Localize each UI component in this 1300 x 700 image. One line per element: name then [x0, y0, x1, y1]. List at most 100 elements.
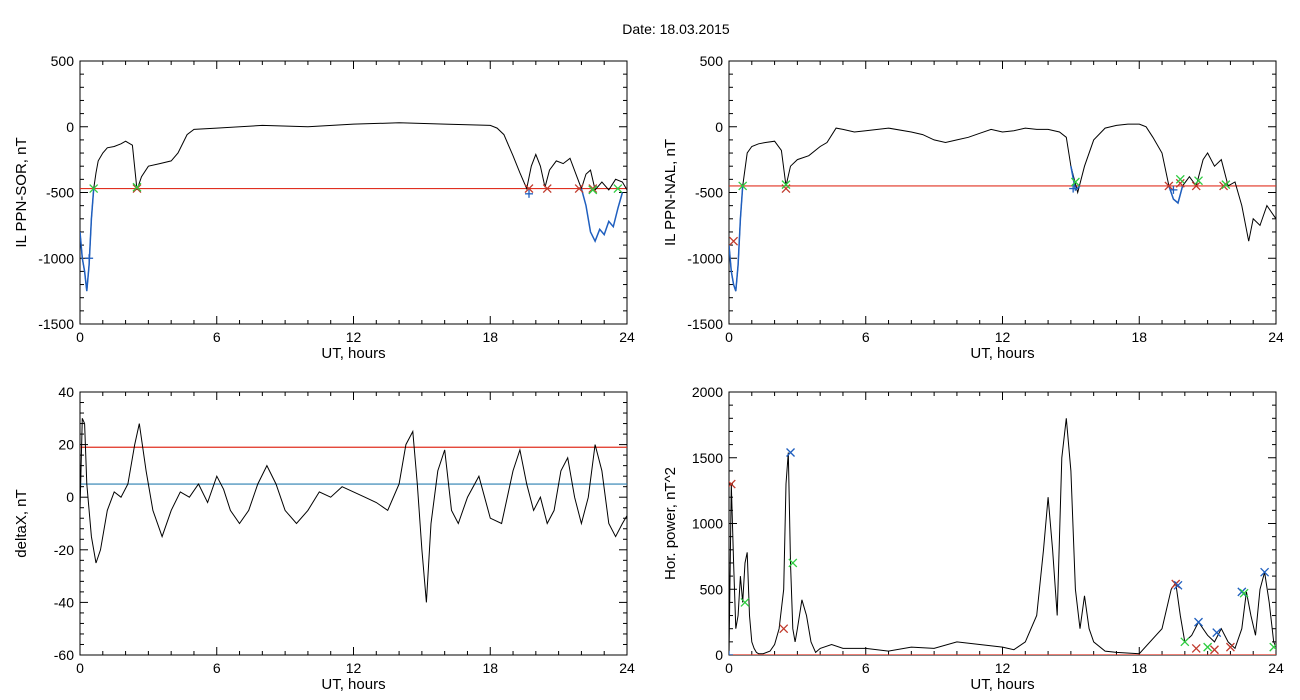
x-tick-label: 24: [1268, 660, 1284, 676]
data-marker: [1269, 642, 1276, 652]
y-tick-label: -20: [54, 542, 74, 558]
x-tick-label: 18: [1131, 660, 1147, 676]
marker-stroke: [788, 558, 798, 568]
data-marker: [1171, 579, 1181, 589]
marker-stroke: [738, 181, 748, 191]
plot-frame: [728, 391, 1277, 656]
data-marker: [1169, 185, 1178, 194]
marker-stroke: [89, 184, 99, 194]
panel-3: 0 6 12 18 24 -60 -40 -20 0 20 40 UT, hours deltaX, n…: [13, 384, 635, 693]
data-marker: [89, 184, 99, 194]
data-marker: [1175, 178, 1185, 188]
x-tick-label: 12: [995, 329, 1011, 345]
data-marker: [132, 182, 142, 192]
panel-2: 0 6 12 18 24 -1500 -1000 -500 0 500 UT, hours IL PP…: [662, 53, 1284, 362]
y-tick-label: -1000: [38, 250, 74, 266]
data-marker: [781, 184, 791, 194]
x-axis-label: UT, hours: [970, 676, 1034, 693]
x-axis-label: UT, hours: [321, 676, 385, 693]
marker-stroke: [1194, 176, 1203, 186]
data-marker: [738, 181, 748, 191]
marker-stroke: [613, 184, 623, 194]
marker-stroke: [132, 184, 142, 194]
y-tick-label: -500: [46, 185, 74, 201]
data-marker: [781, 180, 791, 190]
plot-area: [729, 418, 1276, 655]
x-tick-label: 18: [1131, 329, 1147, 345]
y-tick-label: -1000: [687, 250, 723, 266]
marker-stroke: [1164, 181, 1174, 191]
y-tick-label: -1500: [687, 316, 723, 332]
x-tick-label: 6: [862, 660, 870, 676]
y-tick-label: -1500: [38, 316, 74, 332]
data-marker: [779, 624, 789, 634]
data-marker: [729, 479, 736, 489]
marker-stroke: [1225, 642, 1235, 652]
data-marker: [729, 236, 739, 246]
data-marker: [1069, 184, 1078, 193]
data-marker: [1180, 637, 1190, 647]
marker-stroke: [574, 184, 584, 194]
x-tick-label: 0: [76, 660, 84, 676]
x-tick-label: 6: [862, 329, 870, 345]
x-tick-label: 12: [995, 660, 1011, 676]
marker-stroke: [1191, 181, 1201, 191]
marker-stroke: [786, 448, 795, 457]
x-tick-label: 6: [213, 329, 221, 345]
marker-stroke: [1219, 181, 1229, 191]
marker-stroke: [781, 184, 791, 194]
data-marker: [1221, 180, 1231, 190]
data-marker: [1210, 645, 1219, 655]
marker-stroke: [781, 180, 791, 190]
series-line-1: [729, 418, 1276, 655]
series-line-1: [729, 123, 1276, 292]
data-marker: [1194, 617, 1203, 627]
x-tick-label: 0: [76, 329, 84, 345]
x-tick-label: 0: [725, 329, 733, 345]
y-tick-label: 500: [700, 581, 724, 597]
data-marker: [574, 184, 584, 194]
y-axis-label: IL PPN-SOR, nT: [13, 137, 30, 247]
marker-stroke: [1175, 174, 1185, 184]
data-marker: [1070, 177, 1080, 187]
series-line-3: [1070, 166, 1081, 192]
marker-stroke: [1221, 180, 1231, 190]
marker-stroke: [1260, 567, 1270, 577]
y-tick-label: 0: [715, 119, 723, 135]
panel-4: 0 6 12 18 24 0 500 1000 1500 2000 UT, hours Hor. po…: [662, 384, 1284, 693]
series-line-1: [80, 418, 627, 603]
x-axis-label: UT, hours: [321, 345, 385, 362]
plot-frame: [79, 391, 628, 656]
marker-stroke: [1237, 587, 1247, 597]
marker-stroke: [1210, 645, 1219, 655]
marker-stroke: [1171, 579, 1181, 589]
marker-stroke: [588, 185, 598, 195]
y-tick-label: 1000: [692, 516, 723, 532]
y-tick-label: 0: [715, 647, 723, 663]
marker-stroke: [1191, 643, 1201, 653]
data-marker: [1239, 588, 1249, 598]
x-tick-label: 0: [725, 660, 733, 676]
data-marker: [1203, 642, 1213, 652]
y-tick-label: 500: [51, 53, 75, 69]
y-tick-label: -40: [54, 594, 74, 610]
marker-stroke: [1180, 637, 1190, 647]
data-marker: [729, 651, 733, 655]
data-marker: [786, 448, 795, 457]
x-tick-label: 24: [1268, 329, 1284, 345]
data-marker: [1237, 587, 1247, 597]
marker-stroke: [1212, 628, 1222, 638]
y-tick-label: 40: [58, 384, 74, 400]
series-line-1: [80, 122, 627, 292]
plot-area: [729, 123, 1276, 292]
data-marker: [1225, 642, 1235, 652]
data-marker: [613, 184, 623, 194]
x-tick-label: 6: [213, 660, 221, 676]
marker-stroke: [1175, 178, 1185, 188]
marker-stroke: [1194, 617, 1203, 627]
data-marker: [1173, 580, 1183, 590]
data-marker: [588, 185, 598, 195]
plot-area: [80, 418, 627, 603]
y-tick-label: 1500: [692, 450, 723, 466]
